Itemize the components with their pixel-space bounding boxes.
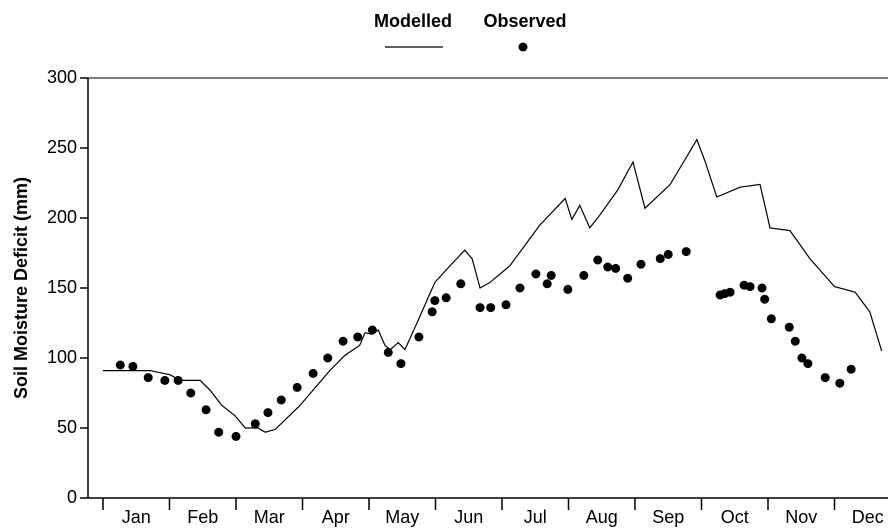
observed-point xyxy=(593,255,603,265)
observed-point xyxy=(128,361,138,371)
observed-point xyxy=(160,375,170,385)
y-tick-label: 50 xyxy=(57,417,77,437)
observed-point xyxy=(636,259,646,269)
observed-point xyxy=(396,359,406,369)
observed-point xyxy=(115,360,125,370)
x-tick-label: Dec xyxy=(852,507,884,527)
x-tick-label: May xyxy=(385,507,419,527)
observed-point xyxy=(757,283,767,293)
y-tick-label: 150 xyxy=(47,277,77,297)
observed-point xyxy=(263,408,273,418)
observed-point xyxy=(456,279,466,289)
observed-point xyxy=(846,364,856,374)
observed-point xyxy=(201,405,211,415)
observed-point xyxy=(414,332,424,342)
y-tick-label: 0 xyxy=(67,487,77,507)
observed-point xyxy=(173,375,183,385)
x-tick-label: Jul xyxy=(524,507,547,527)
observed-point xyxy=(563,284,573,294)
observed-point xyxy=(231,431,241,441)
observed-point xyxy=(725,287,735,297)
x-tick-label: Aug xyxy=(586,507,618,527)
observed-point xyxy=(803,359,813,369)
observed-point xyxy=(323,353,333,363)
x-tick-label: Apr xyxy=(322,507,350,527)
observed-point xyxy=(515,283,525,293)
legend-label: Observed xyxy=(483,11,566,31)
observed-point xyxy=(475,303,485,313)
x-tick-label: Sep xyxy=(652,507,684,527)
observed-point xyxy=(383,347,393,357)
y-tick-label: 300 xyxy=(47,67,77,87)
observed-point xyxy=(214,427,224,437)
observed-point xyxy=(276,395,286,405)
x-tick-label: Jun xyxy=(454,507,483,527)
observed-point xyxy=(790,336,800,346)
observed-point xyxy=(760,294,770,304)
observed-point xyxy=(501,300,511,310)
observed-point xyxy=(745,282,755,292)
observed-point xyxy=(681,247,691,257)
observed-point xyxy=(766,314,776,324)
observed-point xyxy=(486,303,496,313)
observed-point xyxy=(338,336,348,346)
observed-point xyxy=(784,322,794,332)
observed-point xyxy=(603,262,613,272)
legend-label: Modelled xyxy=(374,11,452,31)
x-tick-label: Nov xyxy=(785,507,817,527)
observed-point xyxy=(292,382,302,392)
x-tick-label: Mar xyxy=(254,507,285,527)
y-tick-label: 200 xyxy=(47,207,77,227)
observed-point xyxy=(531,269,541,279)
observed-point xyxy=(308,368,318,378)
y-axis-title: Soil Moisture Deficit (mm) xyxy=(11,177,31,399)
observed-point xyxy=(797,353,807,363)
observed-point xyxy=(663,249,673,259)
observed-point xyxy=(623,273,633,283)
x-tick-label: Feb xyxy=(187,507,218,527)
observed-point xyxy=(186,388,196,398)
y-tick-label: 100 xyxy=(47,347,77,367)
observed-point xyxy=(820,373,830,383)
observed-point xyxy=(353,332,363,342)
observed-point xyxy=(441,293,451,303)
legend-marker xyxy=(518,42,528,52)
observed-point xyxy=(367,325,377,335)
observed-point xyxy=(250,419,260,429)
observed-point xyxy=(835,378,845,388)
y-tick-label: 250 xyxy=(47,137,77,157)
x-tick-label: Oct xyxy=(721,507,749,527)
observed-point xyxy=(579,270,589,280)
observed-point xyxy=(430,296,440,306)
observed-point xyxy=(611,263,621,273)
observed-point xyxy=(427,307,437,317)
observed-point xyxy=(143,373,153,383)
x-tick-label: Jan xyxy=(122,507,151,527)
observed-point xyxy=(655,254,665,264)
observed-point xyxy=(542,279,552,289)
observed-point xyxy=(546,270,556,280)
